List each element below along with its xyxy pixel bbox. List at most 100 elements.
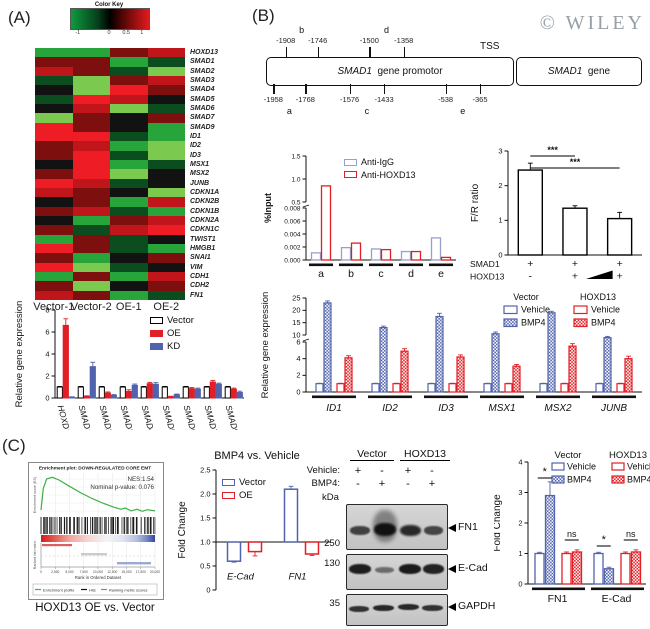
legend-item: Vector [150, 314, 194, 327]
x-category-label: ID3 [438, 403, 454, 414]
heatmap-row-label: ID1 [190, 132, 201, 140]
bar [98, 386, 105, 399]
heatmap-cell [147, 243, 185, 254]
heatmap-cell [147, 57, 185, 67]
heatmap-cell [35, 215, 73, 226]
bar [315, 383, 324, 393]
y-tick-label: 1 [518, 549, 522, 558]
bar [630, 551, 642, 585]
heatmap-cell [147, 122, 185, 132]
group-underline [399, 263, 423, 267]
condition-row-label: SMAD1 [470, 259, 500, 269]
heatmap-cell [72, 131, 110, 142]
x-category-label: SMAD9 [224, 404, 241, 430]
gsea-pvalue: Nominal p-value: 0.076 [90, 484, 154, 491]
expression-chart: 0 2 4 6 8 Relative gene expression HOXD13 SMAD1… [12, 300, 250, 440]
heatmap-cell [110, 262, 148, 272]
condition-sign: + [572, 271, 578, 283]
bar [350, 242, 362, 261]
legend-label: Vector [167, 315, 194, 326]
legend-label: Anti-HOXD13 [361, 169, 416, 180]
heatmap-row-label: TWIST1 [190, 235, 216, 243]
promoter-tick [273, 84, 275, 94]
heatmap-cell [72, 169, 110, 179]
band-label: E-Cad [458, 562, 488, 574]
bar [539, 383, 548, 393]
heatmap-cell [110, 206, 148, 216]
y-tick-label: 1.0 [200, 537, 210, 546]
x-category-label: c [378, 268, 383, 280]
bar [483, 383, 492, 393]
bar [606, 217, 633, 256]
heatmap-row-label: FN1 [190, 291, 204, 299]
bar [400, 250, 412, 261]
bar [320, 185, 332, 261]
heatmap-cell [110, 243, 148, 254]
heatmap-row-labels: HOXD13 SMAD1 SMAD2 SMAD3 SMAD4 SMAD5 SMAD6 SMAD… [190, 48, 219, 300]
heatmap-cell [35, 131, 73, 142]
y-tick-label: 3 [498, 146, 502, 155]
heatmap-cell [147, 253, 185, 263]
y-axis-title: Fold Change [494, 494, 503, 552]
bar [380, 248, 392, 261]
heatmap-cell [72, 253, 110, 263]
gsea-x-tick: 10,000 [93, 570, 103, 574]
y-tick-label: 0.004 [284, 231, 301, 238]
bar [344, 357, 353, 393]
legend-swatch-icon [573, 305, 588, 315]
x-category-label: SMAD7 [203, 404, 220, 430]
y-axis-title: Fold Change [178, 501, 188, 559]
heatmap-cell [110, 187, 148, 198]
protein-band [423, 564, 444, 574]
bar [400, 350, 409, 393]
heatmap-row-label: CDKN1A [190, 188, 220, 196]
legend-header: Vector [555, 450, 582, 461]
heatmap-cell [110, 141, 148, 151]
heatmap-row-label: SMAD6 [190, 104, 215, 112]
legend-header: Vector [513, 292, 539, 302]
heatmap-cell [72, 197, 110, 207]
heatmap-cell [72, 48, 110, 58]
legend-label: OE [239, 490, 253, 501]
bar [62, 324, 69, 399]
legend-label: BMP4 [591, 318, 616, 328]
heatmap-cell [147, 262, 185, 272]
y-tick-label: 2.5 [200, 465, 210, 474]
heatmap-cell [35, 141, 73, 151]
heatmap-cell [110, 48, 148, 58]
heatmap-cell [72, 141, 110, 151]
y-axis-title: Relative gene expression [14, 301, 25, 408]
gsea-plot: Enrichment plot: DOWN-REGULATED CORE EMT… [28, 462, 164, 600]
gsea-y-label: Ranked list metric [33, 541, 37, 570]
heatmap-row-label: HMGB1 [190, 244, 216, 252]
treatment-sign: + [378, 478, 386, 490]
bar [56, 386, 63, 399]
x-category-label: ID2 [382, 403, 398, 414]
gsea-x-tick: 20,000 [150, 570, 160, 574]
heatmap-cell [35, 234, 73, 244]
band-arrow-icon [448, 603, 456, 611]
bar [534, 552, 545, 585]
bar [560, 383, 569, 393]
group-underline [480, 395, 524, 399]
tss-label: TSS [480, 41, 500, 52]
bar [283, 488, 299, 543]
heatmap-cell [35, 85, 73, 95]
bar [370, 248, 382, 261]
heatmap-cell [147, 103, 185, 114]
x-category-label: E-Cad [227, 571, 255, 582]
bar [194, 388, 201, 399]
heatmap-cell [72, 225, 110, 235]
heatmap-cell [35, 122, 73, 132]
heatmap-cell [72, 94, 110, 104]
fr-ratio-chart: 0 1 2 3 F/R ratio *** *** SMAD1 + + + HOXD13- + + [468, 140, 650, 297]
legend-item: Anti-HOXD13 [344, 169, 416, 182]
bmp4-response-chart: 0 2 4 6 10 15 20 25 Relative gene expression ID1 I… [256, 286, 650, 435]
bar [544, 494, 556, 585]
y-tick-label: 15 [292, 318, 300, 327]
protein-band [374, 523, 396, 536]
x-category-label: a [318, 268, 324, 280]
heatmap-cell [35, 187, 73, 198]
heatmap-cell [72, 103, 110, 114]
